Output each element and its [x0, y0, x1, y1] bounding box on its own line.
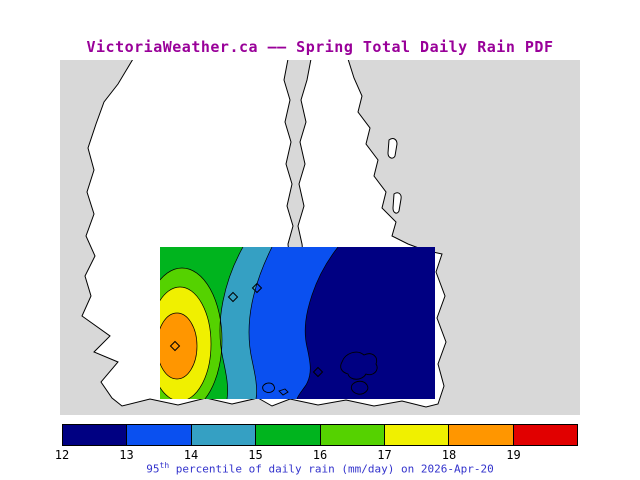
colorbar-tick-label: 13 [119, 448, 134, 462]
page-title: VictoriaWeather.ca –– Spring Total Daily… [86, 38, 554, 56]
small-island [387, 138, 398, 159]
colorbar-tick-label: 16 [312, 448, 328, 462]
colorbar [62, 424, 578, 446]
station-marker [251, 282, 263, 294]
colorbar-tick-label: 18 [441, 448, 457, 462]
colorbar-segment [448, 424, 514, 446]
colorbar-segment [62, 424, 128, 446]
colorbar-tick-label: 12 [54, 448, 70, 462]
colorbar-tick-label: 17 [377, 448, 392, 462]
field-band-orange [160, 312, 198, 380]
colorbar-caption: 95th percentile of daily rain (mm/day) o… [0, 461, 640, 476]
colorbar-ticks: 12 13 14 15 16 17 18 19 [55, 448, 578, 462]
colorbar-segment [126, 424, 192, 446]
station-marker [312, 366, 324, 378]
caption-rest: percentile of daily rain (mm/day) on 202… [169, 462, 494, 476]
caption-base: 95 [146, 462, 160, 476]
island-outline [350, 380, 369, 395]
rain-pdf-field [160, 247, 435, 399]
colorbar-segment [383, 424, 450, 446]
colorbar-segment [255, 424, 321, 446]
island-outline [262, 382, 275, 393]
colorbar-segment [512, 424, 578, 446]
contour-line [296, 247, 339, 399]
contour-line [219, 247, 244, 399]
caption-superscript: th [159, 461, 170, 470]
victoria-region-map [60, 60, 580, 415]
colorbar-tick-label: 14 [183, 448, 199, 462]
colorbar-segment [190, 424, 257, 446]
colorbar-segment [319, 424, 385, 446]
station-marker [169, 340, 181, 352]
contour-line [248, 247, 273, 399]
island-outline [278, 388, 289, 396]
colorbar-tick-label: 15 [248, 448, 263, 462]
island-outline [340, 351, 378, 380]
colorbar-tick-label: 19 [506, 448, 521, 462]
small-island [392, 192, 402, 214]
station-marker [227, 291, 239, 303]
